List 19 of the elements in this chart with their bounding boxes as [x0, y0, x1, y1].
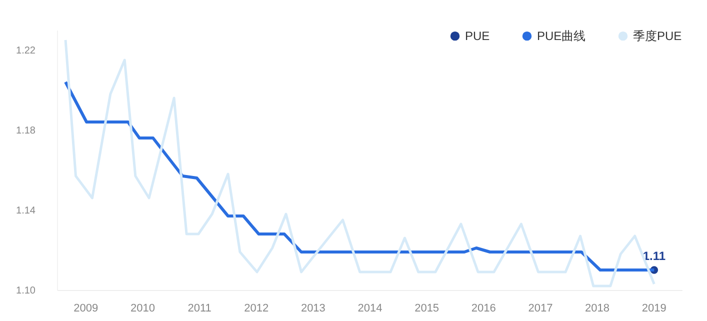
x-tick-label: 2013	[300, 302, 326, 314]
x-tick-label: 2019	[642, 302, 666, 314]
x-tick-label: 2017	[528, 302, 553, 314]
x-tick-label: 2011	[188, 302, 212, 314]
y-tick-label: 1.10	[16, 286, 36, 296]
data-label: 1.11	[642, 249, 666, 263]
x-tick-label: 2018	[585, 302, 610, 314]
x-tick-label: 2010	[130, 302, 155, 314]
legend-label: PUE曲线	[537, 29, 586, 44]
x-tick-label: 2015	[414, 302, 440, 314]
x-tick-label: 2012	[244, 302, 269, 314]
y-tick-label: 1.14	[16, 206, 36, 216]
y-tick-label: 1.22	[16, 46, 36, 56]
x-tick-label: 2016	[471, 302, 496, 314]
legend-label: PUE	[465, 29, 490, 44]
legend-label: 季度PUE	[633, 29, 682, 44]
y-tick-label: 1.18	[16, 126, 36, 136]
x-tick-label: 2014	[358, 302, 382, 314]
x-tick-label: 2009	[74, 302, 98, 314]
